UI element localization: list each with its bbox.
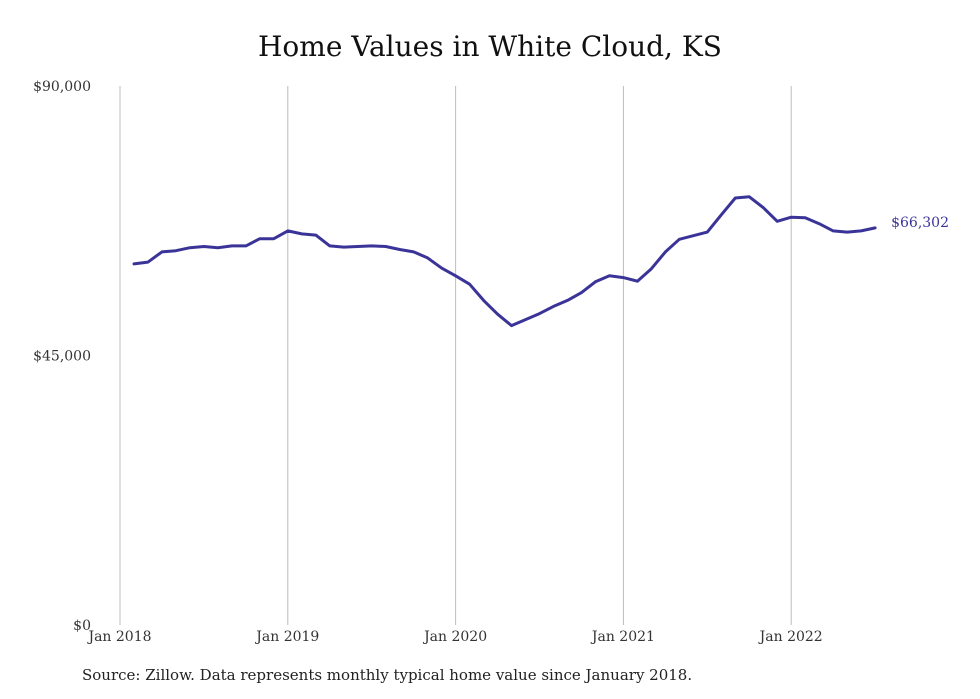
x-tick-label: Jan 2019 [254,629,319,645]
y-tick-label: $45,000 [33,349,91,365]
gridlines [119,86,792,625]
y-tick-label: $90,000 [33,79,91,95]
end-value-label: $66,302 [891,215,949,231]
x-tick-label: Jan 2018 [86,629,151,645]
axis-tick-labels: Jan 2018 Jan 2019 Jan 2020 Jan 2021 Jan 2022… [33,79,823,645]
x-tick-label: Jan 2022 [758,629,823,645]
source-note: Source: Zillow. Data represents monthly … [82,666,693,684]
x-tick-label: Jan 2020 [422,629,487,645]
chart-title: Home Values in White Cloud, KS [258,30,722,63]
series-line [132,195,877,328]
x-tick-label: Jan 2021 [590,629,655,645]
series-layer: $66,302 [132,195,949,328]
y-tick-label: $0 [73,618,91,634]
